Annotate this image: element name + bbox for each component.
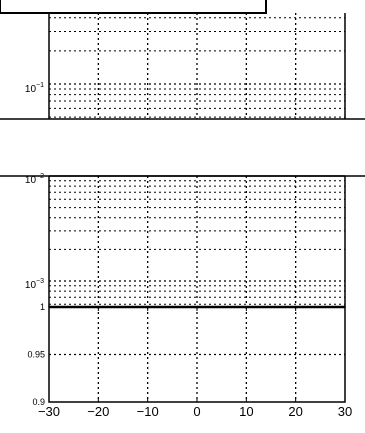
middle-y-tick-label: 10−3 (25, 278, 44, 291)
top-panel-axes (48, 13, 346, 119)
top-panel-grid (49, 13, 345, 119)
bottom-y-tick-label: 1 (40, 302, 45, 312)
bottom-x-tick-label: 10 (239, 404, 253, 419)
top-panel-tick-labels: 10−1 (25, 82, 44, 95)
bottom-x-tick-label: 20 (288, 404, 302, 419)
bottom-panel-x-tick-labels: −30 −20 −10 0 10 20 30 (38, 404, 352, 419)
bottom-panel-grid (49, 307, 345, 402)
bottom-panel-tick-labels: 0.9 0.95 1 (27, 302, 45, 407)
bottom-y-tick-label: 0.95 (27, 350, 45, 360)
top-y-tick-label: 10−1 (25, 82, 44, 95)
top-legend-box (0, 0, 267, 14)
top-panel: 10−1 (0, 0, 346, 119)
bottom-x-tick-label: −10 (137, 404, 159, 419)
bottom-y-tick-label: 0.9 (32, 397, 45, 407)
bottom-x-tick-label: 0 (193, 404, 200, 419)
bottom-x-tick-label: 30 (338, 404, 352, 419)
middle-panel-grid (49, 176, 345, 307)
bottom-x-tick-label: −20 (87, 404, 109, 419)
middle-panel: 10−2 10−3 (25, 173, 346, 307)
middle-y-tick-label: 10−2 (25, 173, 44, 186)
bottom-panel: 0.9 0.95 1 −30 −20 −10 0 10 20 30 (27, 302, 352, 419)
bottom-panel-axes (48, 305, 346, 403)
middle-panel-tick-labels: 10−2 10−3 (25, 173, 44, 291)
bottom-x-tick-label: −30 (38, 404, 60, 419)
